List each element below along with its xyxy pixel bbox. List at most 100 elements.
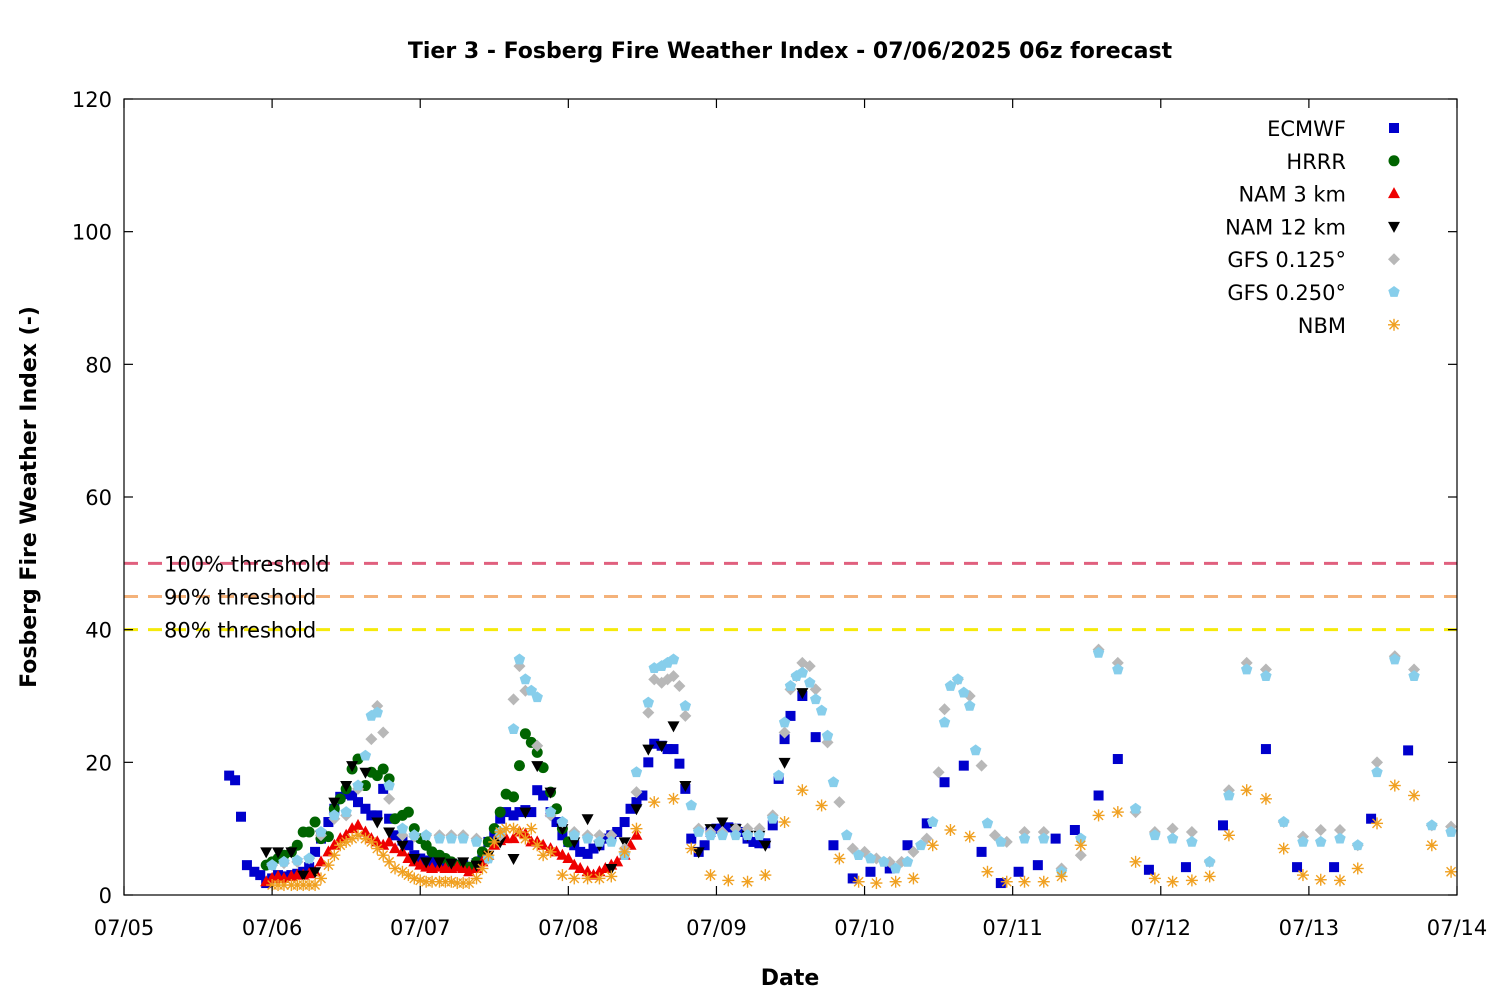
series-gfs-0-250 [266, 646, 1457, 877]
data-point [519, 728, 531, 740]
data-point [729, 829, 742, 841]
data-point [625, 803, 636, 814]
data-point [852, 875, 865, 888]
legend-marker [1388, 187, 1400, 199]
data-point [519, 832, 532, 845]
data-point [501, 807, 512, 818]
data-point [804, 676, 816, 688]
data-point [463, 877, 476, 890]
data-point [303, 826, 315, 838]
data-point [662, 744, 673, 755]
series-nam-12-km [260, 688, 809, 882]
data-point [352, 818, 365, 830]
data-point [889, 862, 902, 874]
data-point [389, 842, 402, 854]
data-point [340, 781, 353, 793]
data-point [741, 875, 754, 888]
data-point [315, 825, 327, 837]
data-point [692, 847, 705, 859]
data-point [655, 741, 668, 753]
data-point [525, 822, 538, 835]
data-point [618, 845, 631, 858]
data-point [241, 860, 252, 871]
data-point [1092, 646, 1105, 658]
x-tick-label: 07/10 [834, 916, 895, 940]
data-point [470, 872, 483, 885]
threshold-lines: 100% threshold 90% threshold 80% threshold [124, 552, 1457, 643]
y-tick-label: 40 [85, 619, 112, 643]
data-point [1240, 784, 1253, 797]
data-point [314, 872, 327, 885]
x-tick-label: 07/12 [1131, 916, 1192, 940]
data-point [230, 775, 241, 786]
data-point [1278, 816, 1290, 827]
data-point [612, 826, 623, 837]
data-point [310, 846, 321, 857]
data-point [255, 870, 266, 881]
data-point [495, 813, 506, 824]
data-point [581, 814, 594, 826]
data-point [778, 726, 791, 739]
data-point [1297, 835, 1309, 847]
data-point [568, 858, 581, 870]
data-point [352, 779, 364, 791]
legend-label: HRRR [1286, 150, 1346, 174]
data-point [593, 835, 606, 847]
data-point [494, 806, 506, 818]
data-point [309, 879, 322, 892]
data-point [889, 875, 902, 888]
data-point [390, 830, 401, 841]
legend-marker [1388, 155, 1400, 167]
data-point [796, 688, 809, 700]
data-point [346, 761, 359, 773]
data-point [772, 769, 785, 781]
y-tick-label: 80 [85, 353, 112, 377]
data-point [1389, 653, 1401, 665]
data-point [1180, 862, 1191, 873]
data-point [901, 855, 914, 867]
data-point [944, 680, 957, 691]
data-point [470, 835, 483, 847]
data-point [969, 744, 982, 756]
data-point [328, 797, 341, 809]
data-point [748, 836, 759, 847]
data-point [692, 825, 705, 837]
data-point [1388, 779, 1401, 792]
data-point [272, 847, 285, 859]
data-point [1166, 822, 1179, 835]
data-point [402, 806, 414, 818]
data-point [285, 847, 298, 859]
y-tick-label: 120 [72, 88, 112, 112]
data-point [593, 872, 606, 885]
data-point [457, 857, 470, 869]
legend-item: HRRR [1286, 150, 1400, 174]
data-point [427, 856, 438, 867]
series-gfs-0-125 [266, 643, 1458, 875]
data-point [1055, 870, 1068, 883]
data-point [759, 840, 772, 852]
data-point [372, 810, 383, 821]
data-point [353, 797, 364, 808]
data-point [699, 840, 710, 851]
data-point [915, 839, 927, 851]
data-point [359, 767, 372, 779]
data-point [1074, 839, 1087, 852]
data-point [1217, 820, 1228, 831]
data-point [482, 849, 495, 862]
data-point [815, 704, 828, 716]
data-point [1111, 806, 1124, 819]
data-point [365, 733, 378, 746]
data-point [519, 807, 532, 819]
data-point [1314, 823, 1327, 836]
data-point [562, 852, 575, 864]
data-point [939, 777, 950, 788]
data-point [433, 832, 446, 844]
data-point [1186, 835, 1198, 847]
data-point [556, 824, 569, 836]
data-point [827, 776, 840, 788]
data-point [507, 854, 520, 866]
data-point [778, 816, 791, 829]
data-point [833, 852, 846, 865]
data-point [377, 763, 389, 775]
data-point [711, 823, 722, 834]
